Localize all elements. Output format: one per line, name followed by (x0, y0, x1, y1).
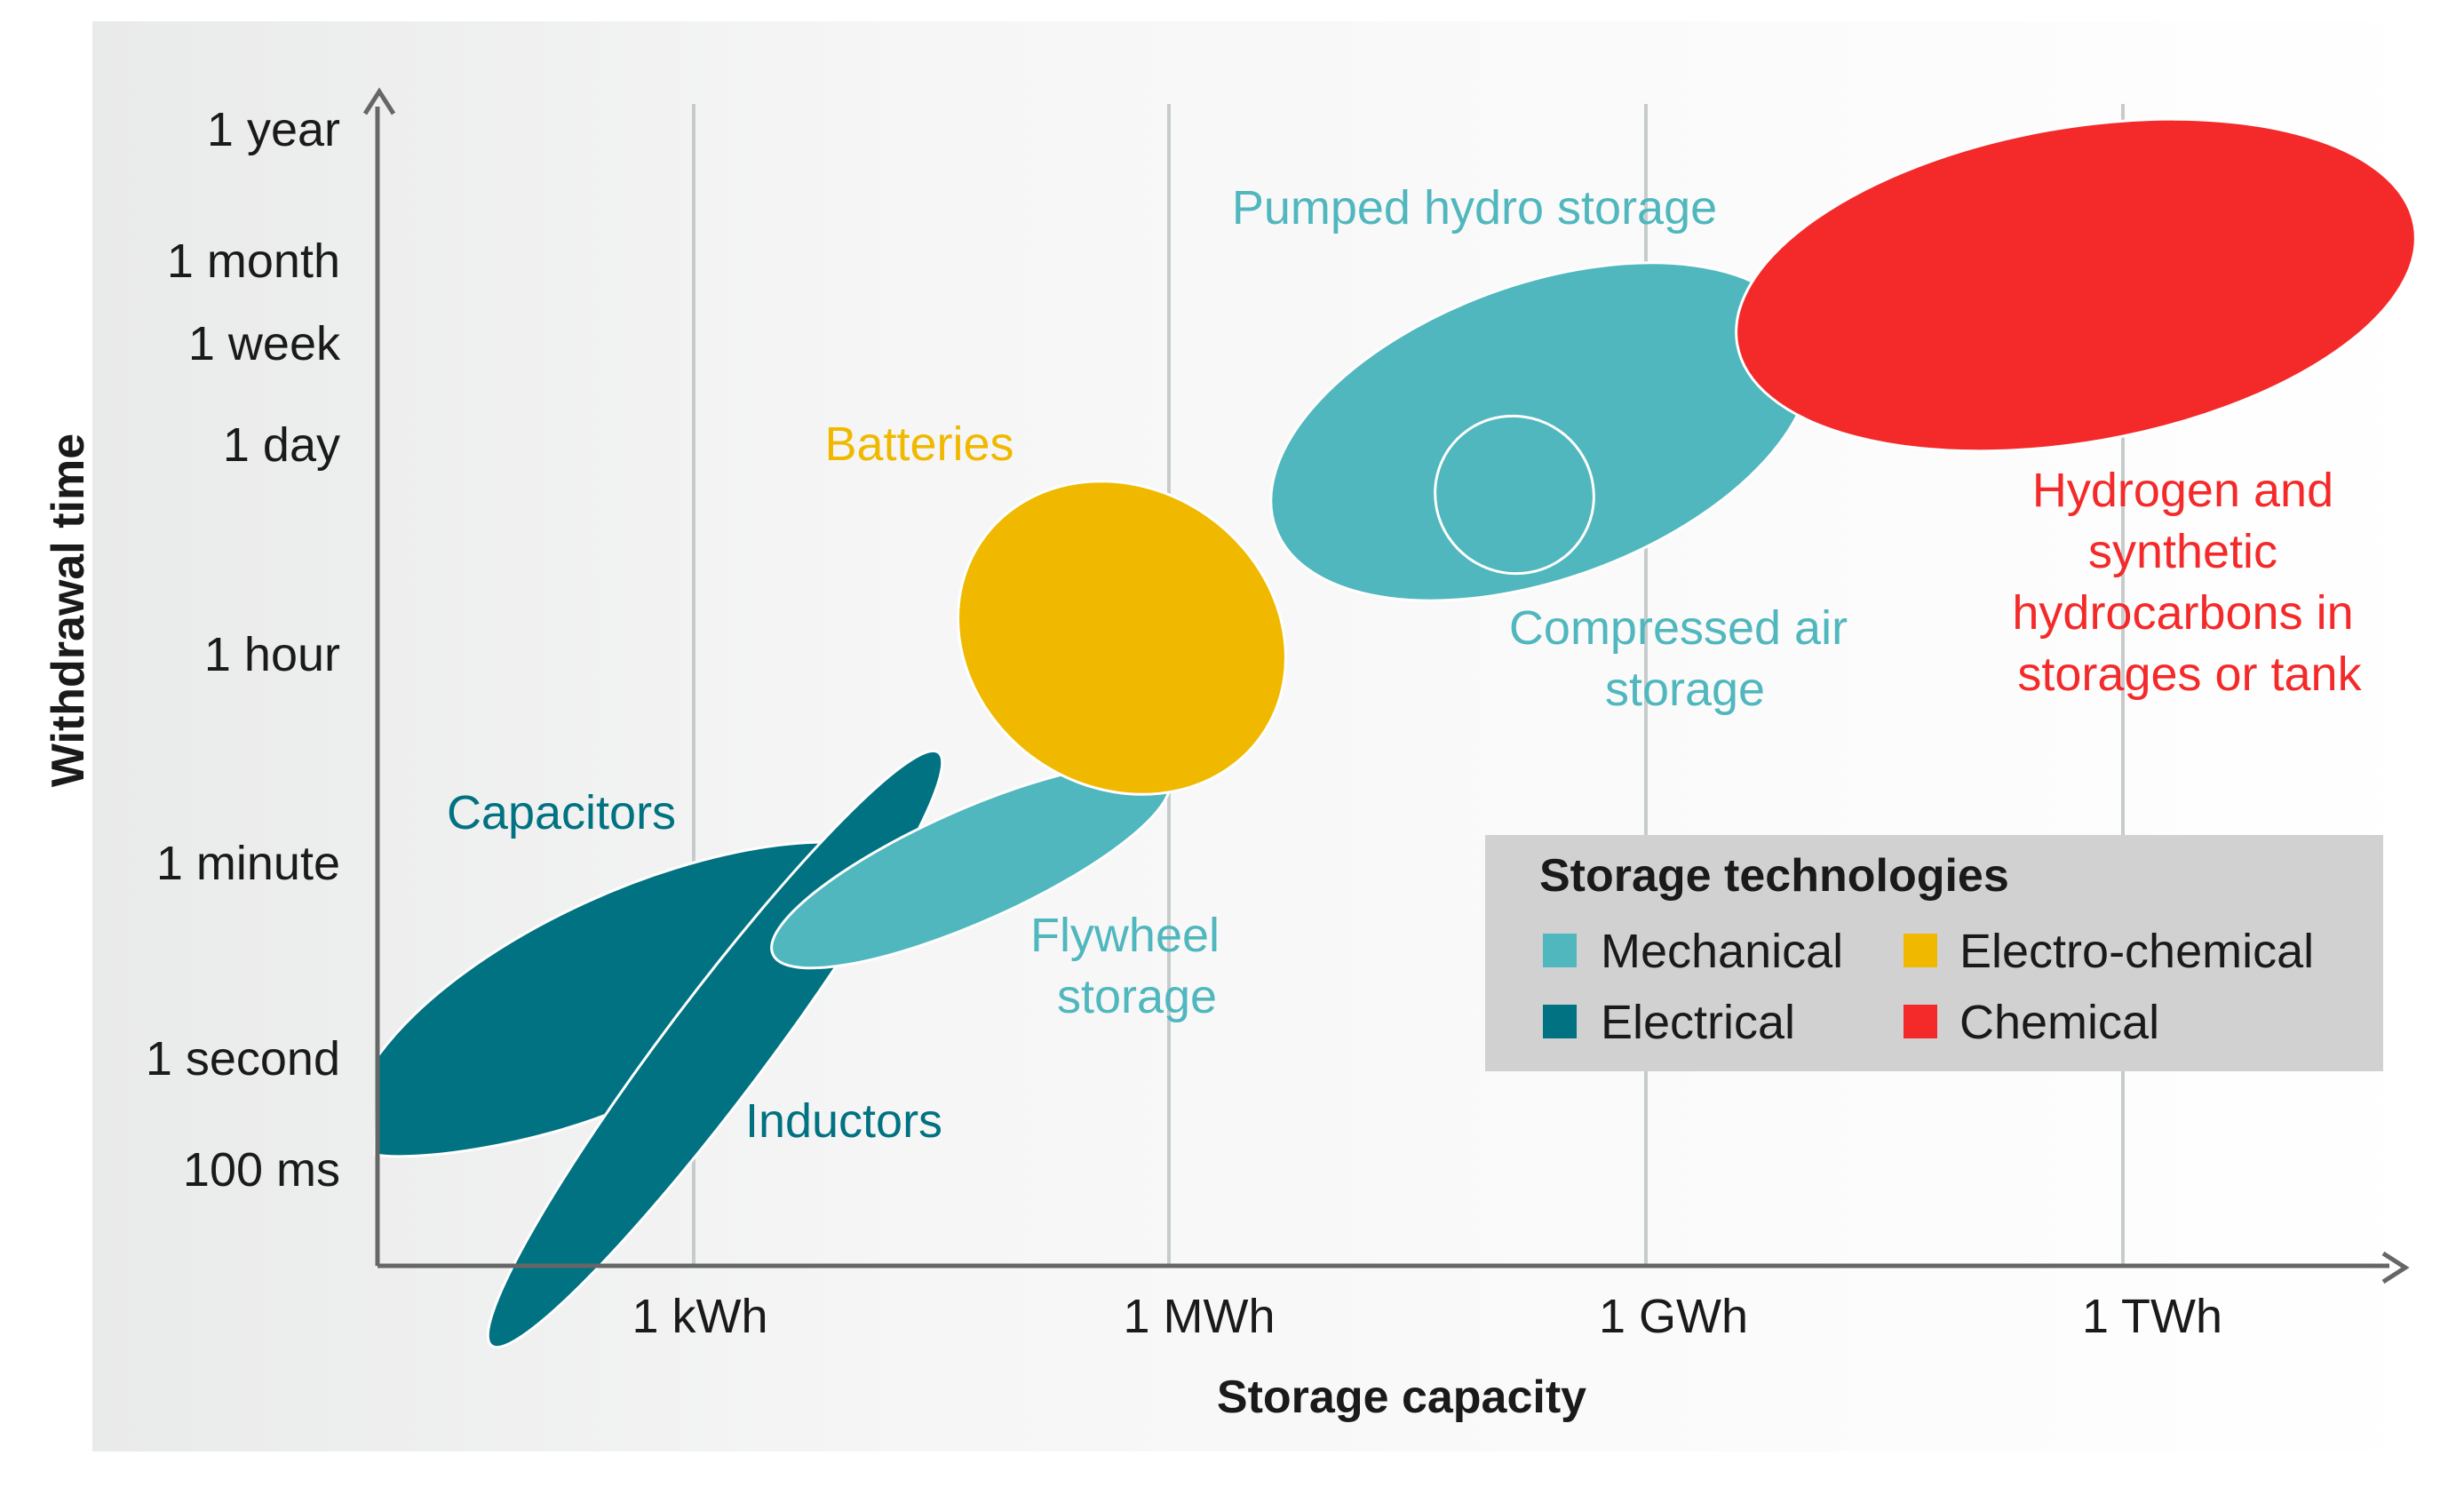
label-line: Batteries (824, 417, 1013, 471)
batteries-region (957, 480, 1287, 796)
label-line: Pumped hydro storage (1232, 181, 1717, 235)
legend-label-electrical: Electrical (1601, 996, 1795, 1049)
inductors-label: Inductors (745, 1094, 942, 1148)
y-tick-label: 1 day (223, 418, 340, 472)
hydrogen-region (1735, 117, 2417, 453)
y-tick-label: 1 minute (156, 837, 340, 890)
capacitors-label: Capacitors (447, 786, 676, 839)
y-tick-label: 1 week (188, 317, 341, 370)
y-tick-label: 100 ms (183, 1143, 340, 1197)
y-tick-labels: 1 year 1 month 1 week 1 day 1 hour 1 min… (146, 103, 341, 1197)
axes (362, 87, 2410, 1284)
y-tick-label: 1 second (146, 1032, 340, 1085)
label-line: Hydrogen and (2032, 464, 2333, 517)
label-line: storage (1605, 663, 1765, 716)
compressed-air-region (1434, 414, 1595, 576)
legend-swatch-mechanical (1543, 934, 1577, 967)
label-line: Compressed air (1509, 601, 1848, 655)
label-line: storages or tank (2017, 648, 2362, 701)
y-axis-arrow (362, 87, 396, 115)
x-tick-label: 1 kWh (632, 1290, 767, 1343)
y-tick-label: 1 hour (204, 628, 340, 681)
compressed-air-label: Compressed air storage (1509, 601, 1861, 716)
label-line: synthetic (2088, 525, 2277, 578)
label-line: storage (1057, 970, 1217, 1023)
batteries-label: Batteries (824, 417, 1013, 471)
x-tick-labels: 1 kWh 1 MWh 1 GWh 1 TWh (632, 1290, 2222, 1343)
label-line: Capacitors (447, 786, 676, 839)
legend-swatch-electro-chemical (1904, 934, 1937, 967)
y-tick-label: 1 month (167, 235, 340, 288)
y-tick-label: 1 year (207, 103, 340, 156)
x-tick-label: 1 GWh (1599, 1290, 1748, 1343)
hydrogen-label: Hydrogen and synthetic hydrocarbons in s… (2012, 464, 2366, 701)
x-axis-arrow (2381, 1251, 2410, 1284)
legend-label-electro-chemical: Electro-chemical (1959, 925, 2314, 978)
legend-title: Storage technologies (1539, 850, 2009, 902)
region-labels: Capacitors Inductors Flywheel storage Ba… (447, 181, 2366, 1148)
capacitors-region (373, 840, 827, 1158)
label-line: Flywheel (1030, 909, 1220, 962)
x-tick-label: 1 MWh (1123, 1290, 1275, 1343)
legend-label-mechanical: Mechanical (1601, 925, 1843, 978)
label-line: hydrocarbons in (2012, 586, 2353, 640)
storage-regions (373, 117, 2417, 1349)
x-axis-title: Storage capacity (1217, 1372, 1586, 1423)
legend-swatch-chemical (1904, 1005, 1937, 1038)
x-tick-label: 1 TWh (2082, 1290, 2222, 1343)
legend-swatch-electrical (1543, 1005, 1577, 1038)
pumped-hydro-label: Pumped hydro storage (1232, 181, 1717, 235)
flywheel-label: Flywheel storage (1030, 909, 1233, 1023)
label-line: Inductors (745, 1094, 942, 1148)
legend: Storage technologies Mechanical Electro-… (1485, 835, 2383, 1071)
legend-label-chemical: Chemical (1959, 996, 2159, 1049)
y-axis-title: Withdrawal time (43, 433, 94, 787)
